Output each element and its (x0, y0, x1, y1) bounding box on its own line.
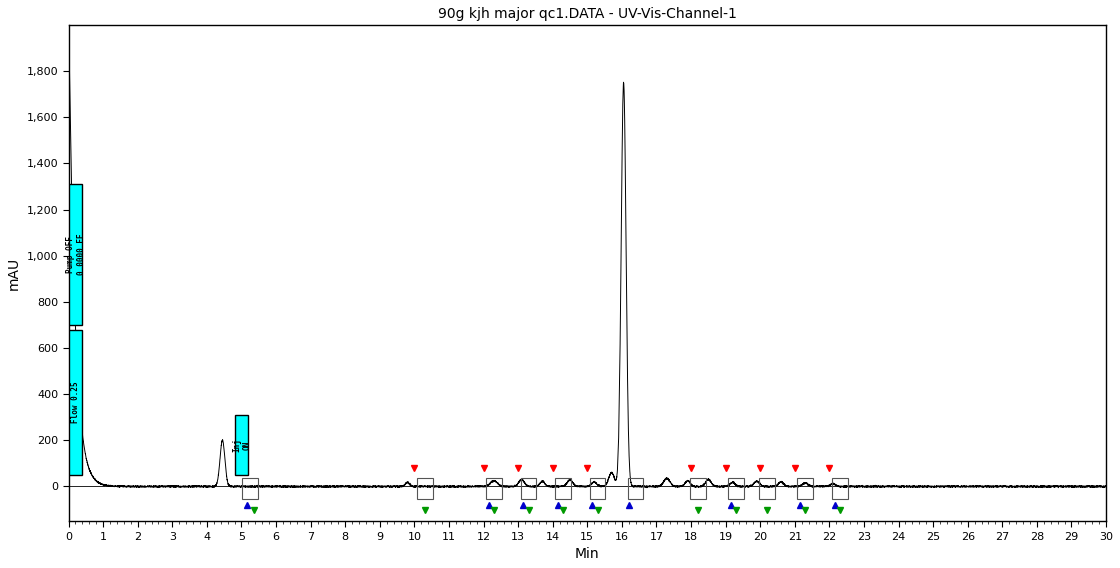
Bar (521, 478, 536, 499)
Bar (69, 184, 83, 325)
Bar (690, 478, 706, 499)
Bar (242, 478, 258, 499)
Bar (486, 478, 502, 499)
Title: 90g kjh major qc1.DATA - UV-Vis-Channel-1: 90g kjh major qc1.DATA - UV-Vis-Channel-… (438, 7, 737, 21)
Bar (797, 478, 813, 499)
Bar (759, 478, 775, 499)
Bar (556, 478, 571, 499)
Bar (417, 478, 432, 499)
Bar (590, 478, 606, 499)
Text: Inj
ON: Inj ON (232, 438, 252, 452)
Bar (728, 478, 744, 499)
Bar (69, 329, 83, 475)
X-axis label: Min: Min (575, 547, 599, 561)
Bar (832, 478, 848, 499)
Bar (628, 478, 644, 499)
Text: Pump OFF
0.0000 FF: Pump OFF 0.0000 FF (66, 233, 85, 275)
Y-axis label: mAU: mAU (7, 256, 21, 290)
Bar (235, 415, 249, 475)
Text: Flow 0.25: Flow 0.25 (72, 382, 81, 423)
